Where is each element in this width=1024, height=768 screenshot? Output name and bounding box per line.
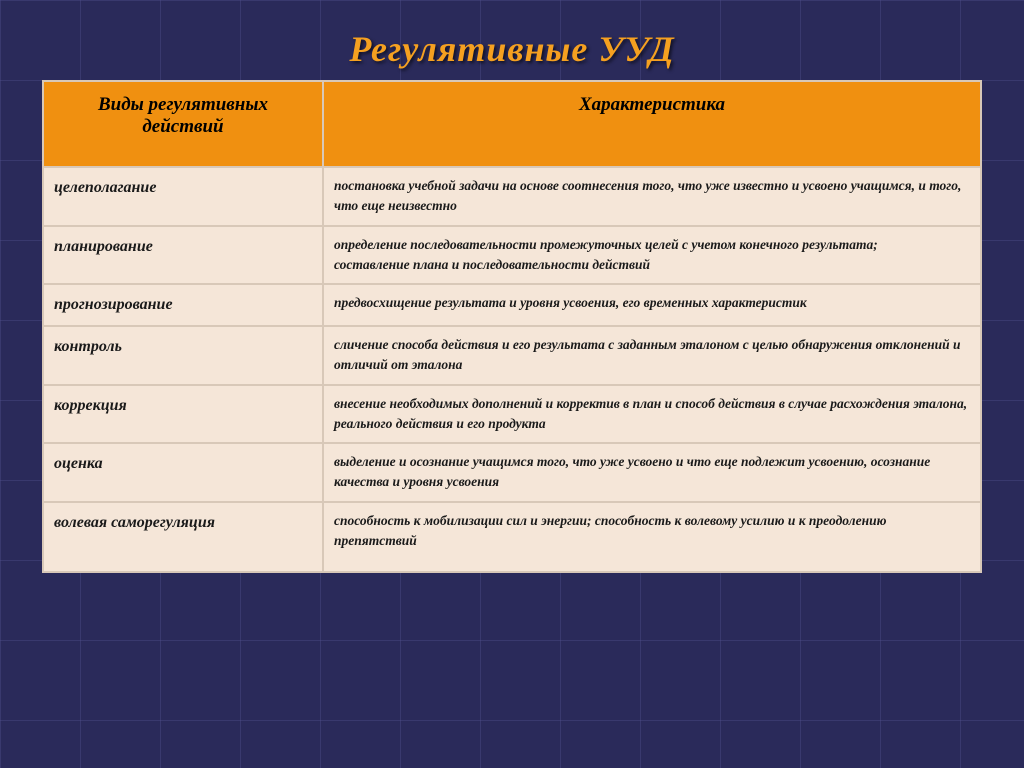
- cell-desc: определение последовательности промежуто…: [323, 226, 981, 285]
- table-row: прогнозирование предвосхищение результат…: [43, 284, 981, 326]
- cell-type: прогнозирование: [43, 284, 323, 326]
- regulative-actions-table: Виды регулятивных действий Характеристик…: [42, 80, 982, 573]
- cell-desc: способность к мобилизации сил и энергии;…: [323, 502, 981, 573]
- cell-type: планирование: [43, 226, 323, 285]
- col-header-desc: Характеристика: [323, 81, 981, 167]
- table-body: целеполагание постановка учебной задачи …: [43, 167, 981, 572]
- cell-desc: предвосхищение результата и уровня усвое…: [323, 284, 981, 326]
- table-row: планирование определение последовательно…: [43, 226, 981, 285]
- table-header-row: Виды регулятивных действий Характеристик…: [43, 81, 981, 167]
- cell-type: оценка: [43, 443, 323, 502]
- col-header-types-l1: Виды регулятивных: [98, 94, 268, 115]
- col-header-types: Виды регулятивных действий: [43, 81, 323, 167]
- cell-desc: выделение и осознание учащимся того, что…: [323, 443, 981, 502]
- cell-desc: сличение способа действия и его результа…: [323, 326, 981, 385]
- cell-type: контроль: [43, 326, 323, 385]
- table-row: оценка выделение и осознание учащимся то…: [43, 443, 981, 502]
- slide-title: Регулятивные УУД: [349, 28, 674, 70]
- table-row: коррекция внесение необходимых дополнени…: [43, 385, 981, 444]
- cell-type: коррекция: [43, 385, 323, 444]
- table-row: волевая саморегуляция способность к моби…: [43, 502, 981, 573]
- col-header-desc-l1: Характеристика: [579, 94, 725, 115]
- col-header-types-l2: действий: [142, 116, 223, 137]
- table-row: контроль сличение способа действия и его…: [43, 326, 981, 385]
- table-row: целеполагание постановка учебной задачи …: [43, 167, 981, 226]
- cell-desc: внесение необходимых дополнений и коррек…: [323, 385, 981, 444]
- cell-type: целеполагание: [43, 167, 323, 226]
- cell-type: волевая саморегуляция: [43, 502, 323, 573]
- cell-desc: постановка учебной задачи на основе соот…: [323, 167, 981, 226]
